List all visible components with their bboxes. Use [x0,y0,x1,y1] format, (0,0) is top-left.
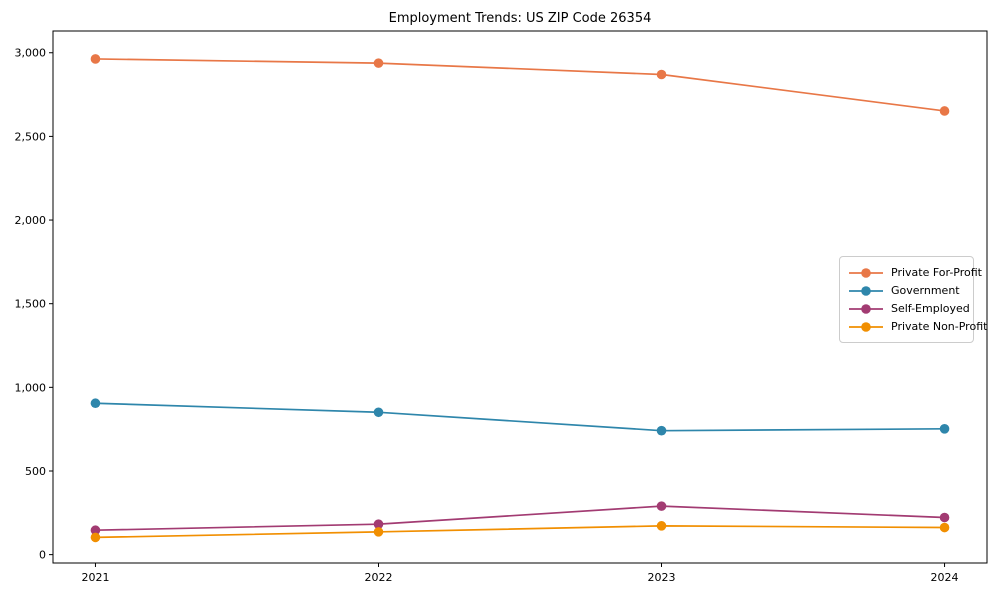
legend-marker-icon [849,267,883,278]
data-point-marker [373,519,384,529]
legend-label: Private Non-Profit [891,320,988,333]
x-tick-label: 2023 [648,571,676,584]
data-point-marker [939,106,950,116]
data-point-marker [656,69,667,80]
data-point-marker [939,424,950,434]
x-tick-label: 2024 [931,571,959,584]
data-point-marker [939,512,950,523]
legend-marker-icon [849,321,883,332]
plot-area: 0 500 1,000 1,500 2,000 2,500 3,000 2021 2022 202… [15,30,988,584]
series-line-self-employed [94,505,946,532]
series-line-private-for-profit [94,58,946,112]
legend-label: Government [891,284,960,297]
data-point-marker [373,58,384,68]
data-point-marker [90,532,101,543]
y-tick-label: 2,500 [15,130,47,143]
legend-item-private-non-profit: Private Non-Profit [848,318,987,335]
data-point-marker [373,527,384,537]
y-tick-label: 1,500 [15,298,47,311]
y-tick-label: 0 [39,549,46,562]
legend-label: Self-Employed [891,302,970,315]
data-point-marker [656,425,667,436]
legend-label: Private For-Profit [891,266,982,279]
data-point-marker [656,501,667,511]
legend-marker-icon [849,285,883,296]
data-point-marker [90,398,101,409]
legend: Private For-Profit Government Self-Employe… [839,256,987,343]
legend-item-self-employed: Self-Employed [848,300,970,317]
data-point-marker [373,407,384,418]
data-point-marker [90,54,101,64]
x-tick-label: 2022 [364,571,392,584]
y-tick-label: 1,000 [15,381,47,394]
data-point-marker [90,525,101,536]
axes-spines [52,30,988,564]
x-tick-label: 2021 [81,571,109,584]
legend-marker-icon [849,303,883,314]
data-point-marker [656,521,667,531]
data-point-marker [939,522,950,533]
legend-item-government: Government [848,282,965,299]
y-tick-label: 500 [25,465,46,478]
chart-title: Employment Trends: US ZIP Code 26354 [389,11,652,26]
series-line-private-non-profit [94,525,946,539]
y-tick-label: 2,000 [15,214,47,227]
legend-item-private-for-profit: Private For-Profit [848,264,982,281]
series-line-government [94,402,946,432]
y-tick-label: 3,000 [15,47,47,60]
